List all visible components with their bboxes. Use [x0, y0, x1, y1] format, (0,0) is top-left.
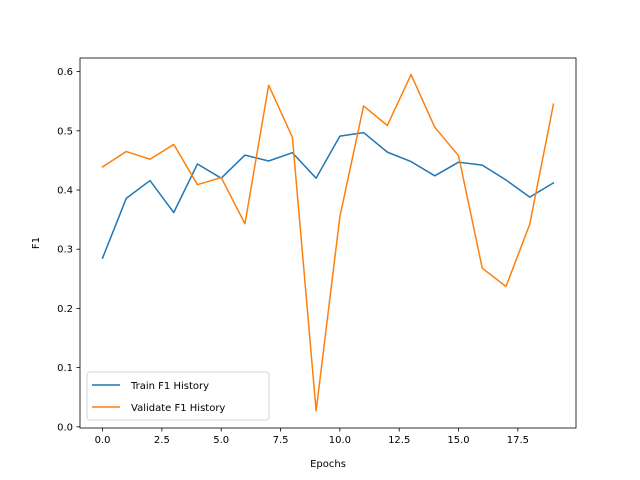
x-tick-label: 5.0	[213, 435, 229, 446]
y-tick-label: 0.2	[57, 304, 73, 315]
y-tick-label: 0.6	[57, 67, 73, 78]
series-layer	[101, 73, 555, 412]
x-tick-label: 10.0	[329, 435, 351, 446]
y-tick-label: 0.0	[57, 422, 73, 433]
series-line-validate	[101, 73, 555, 412]
x-tick-label: 7.5	[273, 435, 289, 446]
y-tick-label: 0.5	[57, 126, 73, 137]
x-tick-label: 17.5	[507, 435, 529, 446]
x-axis-label: Epochs	[310, 459, 346, 470]
x-tick-label: 12.5	[388, 435, 410, 446]
y-axis-ticks: 0.0 0.1 0.2 0.3 0.4 0.5 0.6	[57, 67, 80, 433]
plot-frame	[79, 57, 577, 429]
legend-label-validate: Validate F1 History	[131, 403, 225, 414]
legend-box	[86, 371, 270, 421]
y-tick-label: 0.3	[57, 245, 73, 256]
legend-label-train: Train F1 History	[130, 381, 209, 392]
y-tick-label: 0.1	[57, 363, 73, 374]
series-line-train	[101, 131, 555, 260]
y-axis-label: F1	[31, 237, 42, 249]
legend: Train F1 History Validate F1 History	[86, 371, 270, 421]
x-tick-label: 0.0	[95, 435, 111, 446]
plot-area	[80, 58, 576, 428]
y-tick-label: 0.4	[57, 186, 73, 197]
x-axis-ticks: 0.0 2.5 5.0 7.5 10.0 12.5 15.0 17.5	[95, 428, 529, 446]
x-tick-label: 15.0	[447, 435, 469, 446]
x-tick-label: 2.5	[154, 435, 170, 446]
